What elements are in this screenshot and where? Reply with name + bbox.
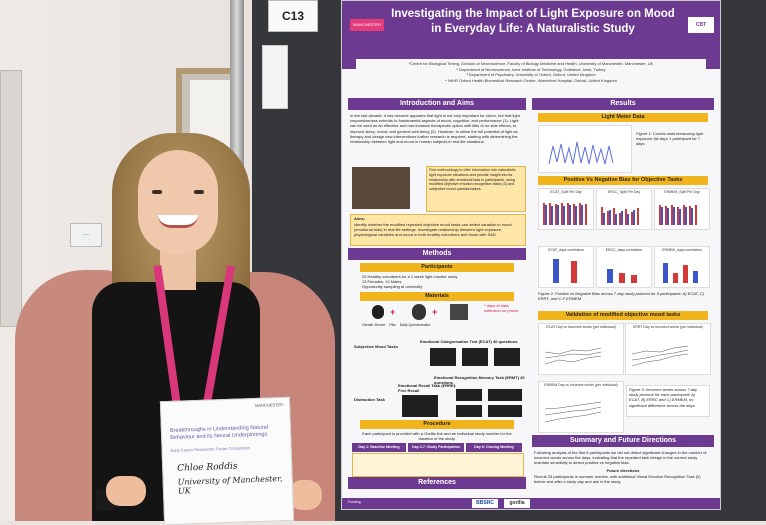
university-logo: MANCHESTER <box>350 19 384 31</box>
chart-ercc-corr: ERCC_days correlation <box>596 246 652 288</box>
ecat-screen-2 <box>462 348 488 366</box>
booklet-subtitle: Early Career Researcher Poster Competiti… <box>170 445 251 453</box>
chart-ercc-corr-svg <box>607 269 637 283</box>
fig2-caption: Figure 2: Positive vs Negative Bias acro… <box>538 291 705 302</box>
fig1-caption: Figure 1: Condor data measuring light ex… <box>636 131 704 147</box>
questionnaire-icon <box>450 304 468 320</box>
val-chart-ecat: ECAT Day vs Incorrect words (per individ… <box>538 323 624 375</box>
future-text: Recruit 25 participants in summer months… <box>534 474 701 485</box>
recall-screen <box>402 395 438 417</box>
light-header: Light Meter Data <box>538 113 708 122</box>
light-chart <box>538 125 632 173</box>
footer-funding: Funding <box>348 500 361 504</box>
plus-icon: + <box>390 307 396 317</box>
proc-day-1: Day 1: Baseline Meeting <box>352 443 406 452</box>
pillo-icon <box>412 304 426 320</box>
poster-header <box>342 1 720 69</box>
gorilla-logo: gorilla <box>504 499 530 508</box>
subjective-label: Subjective Mood Tasks <box>354 344 398 349</box>
materials-labels: Gender Device Pillo Daily Questionnaire <box>362 323 431 327</box>
device-icon <box>372 305 384 319</box>
right-eye <box>194 190 204 194</box>
distraction-label: Distraction Task <box>354 397 385 402</box>
chart-ecat-split-svg <box>543 203 587 225</box>
chart-ecat-corr-svg <box>553 259 577 283</box>
materials-note: * days of data collection on phone <box>484 303 519 313</box>
intro-box: First methodology to offer information i… <box>426 166 526 212</box>
intro-header: Introduction and Aims <box>348 98 526 110</box>
val-chart-ermem: ERMEM Day vs Incorrect words (per indivi… <box>538 381 624 433</box>
poster-footer <box>342 498 720 509</box>
chart-ercc-split-svg <box>601 207 639 225</box>
ermt-screen-2 <box>488 389 522 401</box>
procedure-box <box>352 453 524 477</box>
handwritten-name: Chloe Roddis <box>177 461 238 474</box>
recall-label: Emotional Recall Task (ERRE): Free Recal… <box>398 383 457 394</box>
left-eye <box>152 190 162 194</box>
val-chart-errt: ERRT Day vs Incorrect words (per individ… <box>625 323 711 375</box>
materials-header: Materials <box>360 292 514 301</box>
light-chart-svg <box>548 141 614 165</box>
participants-text: 25 Healthy volunteers for a 1-week light… <box>362 274 458 290</box>
paper-strip <box>262 45 288 109</box>
future-label: Future directions <box>606 468 640 473</box>
wall-panel <box>0 70 22 327</box>
plus-icon-2: + <box>432 307 438 317</box>
research-poster: MANCHESTER CBT Investigating the Impact … <box>341 0 721 510</box>
references-header: References <box>348 477 526 489</box>
methods-header: Methods <box>348 248 526 260</box>
summary-header: Summary and Future Directions <box>532 435 714 447</box>
chart-ermem-corr-svg <box>663 263 698 283</box>
proc-day-2: Day 2-7: Study Participation <box>408 443 464 452</box>
booklet-title: Breakthroughs in Understanding Natural B… <box>169 424 269 441</box>
neck <box>160 250 196 290</box>
proc-day-3: Day 8: Closing Meeting <box>466 443 522 452</box>
val-chart-ermem-svg <box>544 401 602 423</box>
fig3-box: Figure 3: Incorrect words across 7-day s… <box>626 385 710 417</box>
ecat-screen-1 <box>430 348 456 366</box>
chart-ercc-split: ERCC_Split Per Day <box>596 188 652 230</box>
booklet: MANCHESTER Breakthroughs in Understandin… <box>159 396 295 525</box>
ermt-screen-4 <box>488 405 522 417</box>
ermt-screen-1 <box>456 389 482 401</box>
chart-ermem-split: ERMEM_Split Per Day <box>654 188 710 230</box>
smile <box>158 215 198 228</box>
validation-header: Validation of modified objective mood ta… <box>538 311 708 320</box>
ermt-label: Emotional Recognition Memory Task (ERMT)… <box>434 375 525 386</box>
intro-text: In the last decade, it has become appare… <box>350 113 520 145</box>
chart-ecat-split: ECAT_Split Per Day <box>538 188 594 230</box>
procedure-text: Each participant is provided with a Gori… <box>362 431 512 442</box>
thermostat: — <box>70 223 102 247</box>
booklet-logo: MANCHESTER <box>254 402 284 408</box>
room-sign: C13 <box>268 0 318 32</box>
light-device-photo <box>352 167 410 209</box>
aims-box: Aims: Identify whether the modified repe… <box>350 214 526 246</box>
lanyard <box>153 265 237 405</box>
handwritten-affiliation: University of Manchester, UK <box>177 474 283 496</box>
right-hand <box>288 480 322 510</box>
chart-ermem-corr: ERMEM_days correlation <box>654 246 710 288</box>
chart-ermem-split-svg <box>659 205 697 225</box>
ecat-label: Emotional Categorisation Test (ECAT) 40 … <box>420 339 518 344</box>
procedure-header: Procedure <box>360 420 514 429</box>
ermt-screen-3 <box>456 405 482 417</box>
val-chart-ecat-svg <box>544 347 602 365</box>
chart-ecat-corr: ECAT_days correlation <box>538 246 594 288</box>
results-header: Results <box>532 98 714 110</box>
poster-authors: Chloe Roddis¹, Altug Didikoglu², Amy Gil… <box>374 42 688 59</box>
pos-neg-header: Positive Vs Negative Bias for Objective … <box>538 176 708 185</box>
ecat-screen-3 <box>494 348 520 366</box>
poster-affiliations: ¹Centre for Biological Timing, Division … <box>356 59 706 84</box>
bbsrc-logo: BBSRC <box>472 499 498 508</box>
left-hand <box>106 476 146 506</box>
summary-text: Following analysis of the first 8 partic… <box>534 450 707 466</box>
val-chart-errt-svg <box>631 345 689 367</box>
participants-header: Participants <box>360 263 514 272</box>
poster-title: Investigating the Impact of Light Exposu… <box>391 8 675 35</box>
face <box>138 150 218 254</box>
cbt-logo: CBT <box>688 17 714 33</box>
